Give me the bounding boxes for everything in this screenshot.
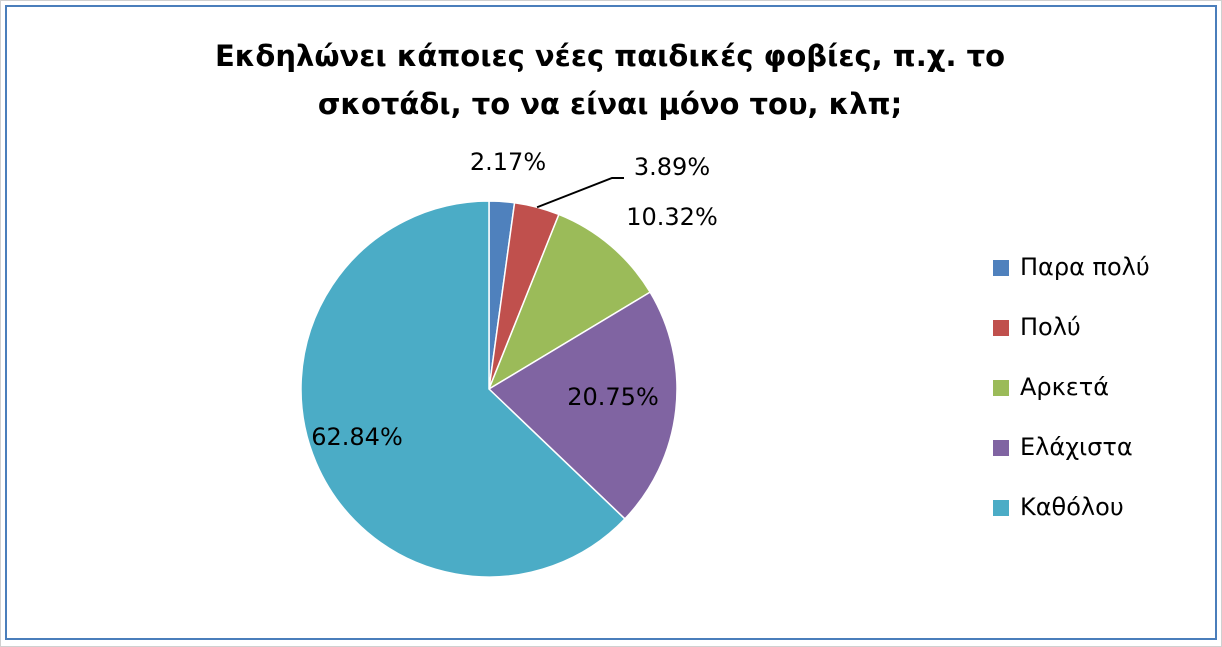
chart-border xyxy=(5,5,1217,640)
data-label: 62.84% xyxy=(311,423,403,451)
legend-label: Ελάχιστα xyxy=(1020,433,1133,461)
pie-slice xyxy=(300,200,626,578)
data-label: 10.32% xyxy=(626,203,718,231)
legend-swatch xyxy=(993,440,1009,456)
pie-slice xyxy=(487,291,678,520)
legend-label: Πολύ xyxy=(1020,313,1081,341)
data-label: 2.17% xyxy=(470,148,546,176)
legend-label: Καθόλου xyxy=(1020,493,1124,521)
legend-label: Αρκετά xyxy=(1020,373,1109,401)
leader-line xyxy=(536,177,624,209)
legend-swatch xyxy=(993,380,1009,396)
pie-slice xyxy=(487,213,652,391)
legend-label: Παρα πολύ xyxy=(1020,253,1150,281)
chart-title: Εκδηλώνει κάποιες νέες παιδικές φοβίες, … xyxy=(214,39,1005,121)
data-label: 3.89% xyxy=(634,153,710,181)
legend-swatch xyxy=(993,320,1009,336)
data-label: 20.75% xyxy=(567,383,659,411)
legend-swatch xyxy=(993,500,1009,516)
legend-swatch xyxy=(993,260,1009,276)
